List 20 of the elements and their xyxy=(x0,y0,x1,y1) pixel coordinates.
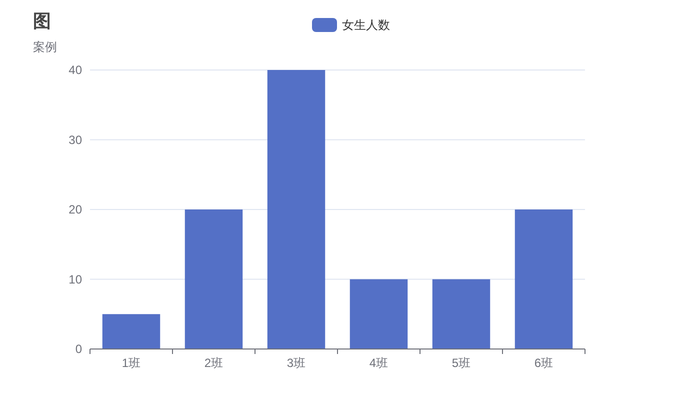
chart-subtitle: 案例 xyxy=(33,40,57,54)
y-tick-label: 0 xyxy=(75,342,82,356)
bar xyxy=(350,279,408,349)
y-tick-label: 10 xyxy=(68,272,82,286)
legend-label: 女生人数 xyxy=(342,18,390,32)
bar xyxy=(514,210,573,349)
y-tick-label: 20 xyxy=(68,202,82,216)
x-tick-label: 3班 xyxy=(286,356,306,370)
y-tick-label: 30 xyxy=(68,132,82,147)
x-tick-label: 1班 xyxy=(122,356,141,370)
bar xyxy=(184,210,243,349)
x-tick-label: 5班 xyxy=(452,356,471,370)
bar xyxy=(102,314,160,349)
bar xyxy=(267,70,326,349)
x-tick-label: 4班 xyxy=(369,356,388,370)
chart-title: 图 xyxy=(33,11,51,31)
x-tick-label: 2班 xyxy=(204,356,224,370)
y-tick-label: 40 xyxy=(68,63,82,77)
x-tick-label: 6班 xyxy=(534,356,554,370)
bar xyxy=(432,279,490,349)
